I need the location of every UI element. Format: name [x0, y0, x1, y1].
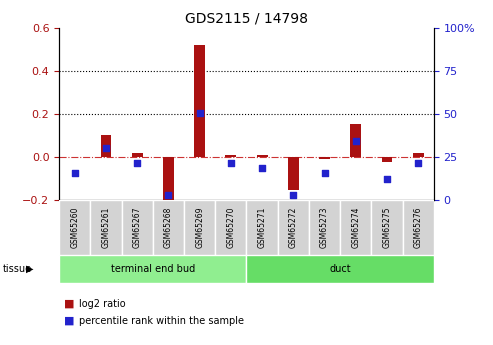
- Point: [227, 160, 235, 166]
- Bar: [153, 200, 184, 255]
- Bar: [413, 152, 423, 157]
- Bar: [257, 155, 268, 157]
- Bar: [163, 157, 174, 209]
- Text: GSM65268: GSM65268: [164, 207, 173, 248]
- Bar: [225, 155, 236, 157]
- Bar: [122, 200, 153, 255]
- Point: [352, 138, 360, 144]
- Title: GDS2115 / 14798: GDS2115 / 14798: [185, 11, 308, 25]
- Bar: [319, 157, 330, 159]
- Bar: [59, 255, 246, 283]
- Bar: [371, 200, 403, 255]
- Point: [289, 192, 297, 198]
- Bar: [184, 200, 215, 255]
- Bar: [340, 200, 371, 255]
- Point: [133, 160, 141, 166]
- Point: [165, 192, 173, 198]
- Point: [102, 146, 110, 151]
- Text: percentile rank within the sample: percentile rank within the sample: [79, 316, 244, 326]
- Bar: [59, 200, 90, 255]
- Point: [414, 160, 422, 166]
- Bar: [403, 200, 434, 255]
- Text: GSM65276: GSM65276: [414, 207, 423, 248]
- Bar: [90, 200, 122, 255]
- Point: [71, 171, 79, 176]
- Text: GSM65260: GSM65260: [70, 207, 79, 248]
- Text: GSM65261: GSM65261: [102, 207, 110, 248]
- Text: GSM65271: GSM65271: [258, 207, 267, 248]
- Text: ■: ■: [64, 299, 74, 308]
- Bar: [194, 45, 205, 157]
- Text: duct: duct: [329, 264, 351, 274]
- Text: GSM65267: GSM65267: [133, 207, 141, 248]
- Text: tissue: tissue: [2, 264, 32, 274]
- Text: GSM65275: GSM65275: [383, 207, 391, 248]
- Point: [320, 171, 328, 176]
- Text: terminal end bud: terminal end bud: [111, 264, 195, 274]
- Point: [196, 110, 204, 116]
- Text: GSM65269: GSM65269: [195, 207, 204, 248]
- Text: GSM65272: GSM65272: [289, 207, 298, 248]
- Bar: [351, 124, 361, 157]
- Text: GSM65270: GSM65270: [226, 207, 235, 248]
- Bar: [288, 157, 299, 190]
- Point: [383, 177, 391, 182]
- Bar: [309, 200, 340, 255]
- Bar: [382, 157, 392, 162]
- Bar: [101, 135, 111, 157]
- Text: GSM65274: GSM65274: [352, 207, 360, 248]
- Bar: [132, 152, 142, 157]
- Point: [258, 166, 266, 171]
- Bar: [246, 200, 278, 255]
- Text: ▶: ▶: [26, 264, 34, 274]
- Bar: [278, 200, 309, 255]
- Text: log2 ratio: log2 ratio: [79, 299, 126, 308]
- Bar: [215, 200, 246, 255]
- Bar: [246, 255, 434, 283]
- Text: GSM65273: GSM65273: [320, 207, 329, 248]
- Text: ■: ■: [64, 316, 74, 326]
